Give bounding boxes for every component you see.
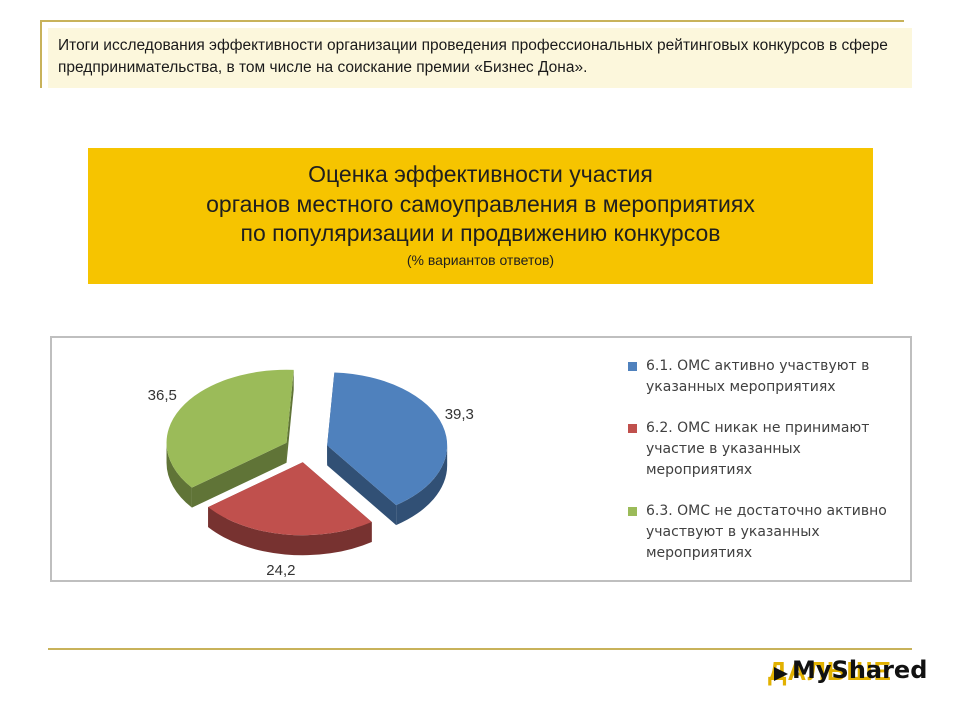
pie-data-label-1: 39,3 [444, 406, 474, 424]
logo-front-text: MyShared [792, 656, 928, 684]
pie-data-label-2: 24,2 [266, 561, 296, 579]
legend-swatch [628, 362, 637, 371]
pie-slice-wall [327, 445, 397, 526]
top-rule [40, 20, 904, 22]
legend-item-3: 6.3. ОМС не достаточно активно участвуют… [628, 501, 910, 564]
pie-slice-side [396, 445, 448, 526]
chart-title-box: Оценка эффективности участия органов мес… [88, 148, 873, 284]
myshared-logo[interactable]: ДАЛЬШЕ MyShared [768, 654, 927, 688]
pie-slice-1 [327, 372, 448, 526]
pie-slice-wall [286, 369, 294, 463]
pie-slice-wall [191, 442, 287, 508]
logo-back-text: ДАЛЬШЕ [768, 656, 893, 686]
chart-title-line-1: Оценка эффективности участия [308, 161, 653, 187]
pie-data-label-3: 36,5 [147, 387, 177, 405]
legend-item-2: 6.2. ОМС никак не принимают участие в ук… [628, 418, 910, 481]
legend-item-1: 6.1. ОМС активно участвуют в указанных м… [628, 356, 910, 398]
pie-slice-side [166, 442, 192, 508]
chart-legend: 6.1. ОМС активно участвуют в указанных м… [628, 356, 910, 584]
header-text: Итоги исследования эффективности организ… [58, 37, 888, 76]
pie-slice-top [166, 369, 294, 488]
pie-slice-2 [208, 462, 372, 556]
legend-swatch [628, 424, 637, 433]
legend-label: 6.1. ОМС активно участвуют в указанных м… [646, 358, 870, 395]
chart-title-line-3: по популяризации и продвижению конкурсов [240, 220, 721, 246]
header-box: Итоги исследования эффективности организ… [48, 28, 912, 88]
chart-title-line-2: органов местного самоуправления в меропр… [206, 190, 755, 217]
chart-subtitle: (% вариантов ответов) [406, 251, 555, 268]
chart-title: Оценка эффективности участия органов мес… [88, 148, 873, 249]
pie-slice-top [208, 462, 372, 536]
left-rule [40, 22, 42, 88]
pie-slice-top [327, 372, 448, 506]
pie-slice-3 [166, 369, 294, 508]
chart-frame: 39,3 24,2 36,5 6.1. ОМС активно участвуют … [50, 336, 912, 582]
legend-label: 6.2. ОМС никак не принимают участие в ук… [646, 420, 870, 478]
legend-swatch [628, 507, 637, 516]
pie-chart [166, 369, 448, 556]
pie-slice-side [208, 507, 372, 556]
bottom-rule [48, 648, 912, 650]
logo-arrow-icon [774, 667, 788, 681]
legend-label: 6.3. ОМС не достаточно активно участвуют… [646, 503, 887, 561]
